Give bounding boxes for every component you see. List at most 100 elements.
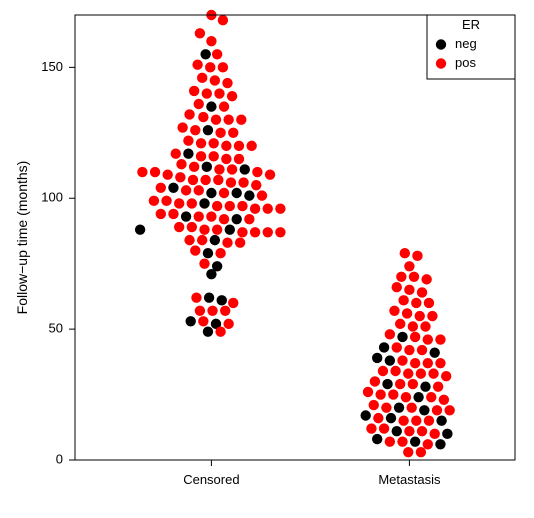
data-point xyxy=(163,169,173,179)
data-point xyxy=(228,298,238,308)
data-point xyxy=(419,405,429,415)
data-point xyxy=(420,382,430,392)
data-point xyxy=(382,379,392,389)
data-point xyxy=(199,224,209,234)
data-point xyxy=(408,379,418,389)
data-point xyxy=(206,101,216,111)
data-point xyxy=(195,28,205,38)
data-point xyxy=(156,183,166,193)
data-point xyxy=(184,235,194,245)
data-point xyxy=(398,295,408,305)
data-point xyxy=(373,413,383,423)
data-point xyxy=(171,149,181,159)
data-point xyxy=(389,306,399,316)
data-point xyxy=(369,400,379,410)
data-point xyxy=(194,211,204,221)
data-point xyxy=(401,392,411,402)
data-point xyxy=(263,204,273,214)
data-point xyxy=(397,332,407,342)
data-point xyxy=(232,188,242,198)
data-point xyxy=(215,128,225,138)
data-point xyxy=(388,389,398,399)
data-point xyxy=(420,321,430,331)
data-point xyxy=(417,345,427,355)
data-point xyxy=(212,201,222,211)
data-point xyxy=(198,316,208,326)
data-point xyxy=(227,91,237,101)
data-point xyxy=(209,151,219,161)
data-point xyxy=(430,429,440,439)
data-point xyxy=(411,416,421,426)
data-point xyxy=(430,347,440,357)
data-point xyxy=(435,358,445,368)
data-point xyxy=(386,413,396,423)
data-point xyxy=(378,366,388,376)
data-point xyxy=(181,185,191,195)
data-point xyxy=(210,75,220,85)
data-point xyxy=(435,439,445,449)
data-point xyxy=(190,245,200,255)
data-point xyxy=(363,387,373,397)
data-point xyxy=(236,115,246,125)
data-point xyxy=(187,222,197,232)
data-point xyxy=(436,416,446,426)
legend-swatch xyxy=(436,58,446,68)
data-point xyxy=(392,282,402,292)
data-point xyxy=(237,227,247,237)
data-point xyxy=(235,238,245,248)
data-point xyxy=(227,164,237,174)
data-point xyxy=(395,379,405,389)
data-point xyxy=(217,295,227,305)
data-point xyxy=(187,198,197,208)
data-point xyxy=(223,115,233,125)
data-point xyxy=(177,122,187,132)
data-point xyxy=(385,329,395,339)
data-point xyxy=(424,298,434,308)
x-tick-label: Metastasis xyxy=(378,472,441,487)
data-point xyxy=(200,175,210,185)
data-point xyxy=(218,62,228,72)
data-point xyxy=(408,321,418,331)
data-point xyxy=(205,62,215,72)
data-point xyxy=(372,353,382,363)
data-point xyxy=(396,272,406,282)
data-point xyxy=(375,389,385,399)
data-point xyxy=(385,355,395,365)
data-point xyxy=(191,293,201,303)
data-point xyxy=(441,371,451,381)
data-point xyxy=(410,332,420,342)
data-point xyxy=(397,436,407,446)
data-point xyxy=(202,162,212,172)
data-point xyxy=(202,88,212,98)
data-point xyxy=(192,60,202,70)
data-point xyxy=(225,201,235,211)
data-point xyxy=(183,149,193,159)
data-point xyxy=(404,426,414,436)
data-point xyxy=(199,198,209,208)
data-point xyxy=(439,395,449,405)
data-point xyxy=(196,151,206,161)
data-point xyxy=(234,141,244,151)
data-point xyxy=(421,274,431,284)
data-point xyxy=(194,99,204,109)
data-point xyxy=(197,73,207,83)
data-point xyxy=(423,439,433,449)
data-point xyxy=(150,167,160,177)
data-point xyxy=(403,447,413,457)
data-point xyxy=(223,319,233,329)
data-point xyxy=(257,190,267,200)
data-point xyxy=(226,177,236,187)
data-point xyxy=(238,177,248,187)
data-point xyxy=(410,358,420,368)
data-point xyxy=(190,125,200,135)
data-point xyxy=(275,227,285,237)
data-point xyxy=(252,167,262,177)
data-point xyxy=(444,405,454,415)
data-point xyxy=(156,209,166,219)
data-point xyxy=(197,235,207,245)
data-point xyxy=(206,269,216,279)
data-point xyxy=(275,204,285,214)
data-point xyxy=(415,311,425,321)
data-point xyxy=(186,316,196,326)
data-point xyxy=(203,125,213,135)
